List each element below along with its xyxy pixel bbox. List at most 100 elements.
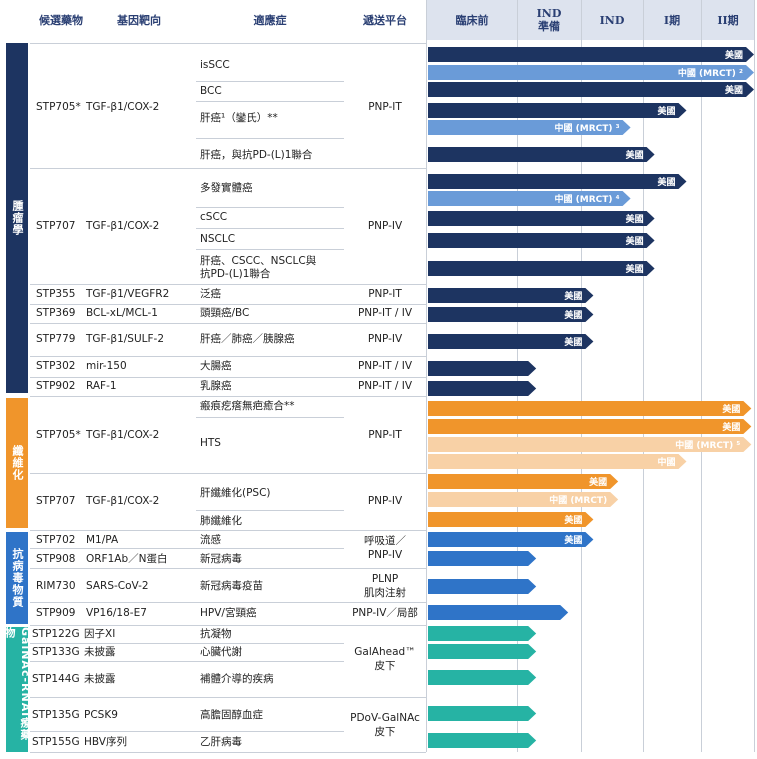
indication-label: HTS [200,437,221,449]
pipeline-bar [428,644,537,659]
pipeline-bar [428,361,537,376]
pipeline-bar [428,174,687,189]
grid-line [754,0,755,752]
delivery-platform: 皮下 [374,726,396,738]
indication-label: 泛癌 [200,288,221,300]
gene-target: TGF-β1/COX-2 [86,429,160,441]
pipeline-bar [428,474,619,489]
row-divider [30,304,426,305]
grid-line [426,0,427,752]
gene-target: M1/PA [86,534,119,546]
delivery-platform: PNP-IT [368,288,402,300]
indication-label: 流感 [200,534,221,546]
indication-label: 乙肝病毒 [200,736,242,748]
category-galnac-label: GalNAc-RNAi療藥物 [3,627,32,741]
pipeline-bar [428,492,619,507]
bar-label: 美國 [626,213,644,225]
pipeline-bar [428,706,537,721]
row-divider [30,43,426,44]
candidate-name: STP122G [32,628,80,640]
grid-line [643,0,644,752]
pipeline-bar [428,532,594,547]
candidate-name: RIM730 [36,580,76,592]
row-divider [30,752,426,753]
phase-header-background [426,0,754,40]
bar-label: 美國 [564,309,582,321]
row-divider [30,323,426,324]
indication-label: 肝纖維化(PSC) [200,487,271,499]
row-divider [30,602,426,603]
row-divider [30,284,426,285]
indication-label: cSCC [200,211,228,223]
gene-target: mir-150 [86,360,127,372]
indication-label: NSCLC [200,233,236,245]
bar-label: 美國 [626,149,644,161]
candidate-name: STP908 [36,553,76,565]
bar-label: 美國 [626,235,644,247]
row-divider [30,697,426,698]
candidate-name: STP369 [36,307,76,319]
pipeline-bar [428,65,754,80]
delivery-platform: 呼吸道／ [364,535,406,547]
pipeline-bar [428,626,537,641]
indication-label: 多發實體癌 [200,182,253,194]
gene-target: SARS-CoV-2 [86,580,149,592]
candidate-name: STP702 [36,534,76,546]
indication-label: 瘢痕疙瘩無疤癒合** [200,400,295,412]
bar-label: 美國 [657,176,675,188]
indication-label: 心臟代謝 [200,646,242,658]
row-divider [30,473,426,474]
row-divider [30,643,344,644]
row-divider [30,661,344,662]
delivery-platform: PNP-IT / IV [357,380,413,392]
bar-label: 美國 [657,105,675,117]
row-divider [196,101,344,102]
bar-label: 美國 [722,403,740,415]
pipeline-bar [428,419,752,434]
pipeline-bar [428,605,569,620]
bar-label: 美國 [564,336,582,348]
row-divider [30,548,344,549]
delivery-platform: 皮下 [374,660,396,672]
pipeline-bar [428,307,594,322]
row-divider [30,731,344,732]
pipeline-bar [428,334,594,349]
pipeline-bar [428,211,655,226]
header-platform: 遞送平台 [363,13,407,27]
row-divider [30,377,426,378]
pipeline-bar [428,288,594,303]
candidate-name: STP779 [36,333,76,345]
bar-label: 美國 [564,534,582,546]
gene-target: BCL-xL/MCL-1 [86,307,158,319]
bar-label: 美國 [722,421,740,433]
row-divider [30,168,426,169]
category-fibrosis-label: 纖維化 [11,445,24,481]
candidate-name: STP155G [32,736,80,748]
gene-target: ORF1Ab／N蛋白 [86,553,168,565]
row-divider [196,207,344,208]
pipeline-bar [428,261,655,276]
header-phase2: II期 [717,13,739,27]
pipeline-bar [428,733,537,748]
pipeline-bar [428,47,754,62]
gene-target: TGF-β1/COX-2 [86,220,160,232]
gene-target: HBV序列 [84,736,127,748]
indication-label: 肝癌，與抗PD-(L)1聯合 [200,149,313,161]
indication-label: 肝癌、CSCC、NSCLC與 [200,255,317,267]
indication-label: BCC [200,85,222,97]
candidate-name: STP135G [32,709,80,721]
header-ind-prep-line2: 準備 [538,20,560,33]
candidate-name: STP144G [32,673,80,685]
candidate-name: STP909 [36,607,76,619]
category-antiviral: 抗病毒物質 [6,532,28,624]
indication-label: 肝癌¹（鑾氏）** [200,112,278,124]
delivery-platform: PNP-IV／局部 [352,607,418,619]
delivery-platform: 肌肉注射 [364,587,406,599]
row-divider [196,249,344,250]
delivery-platform: PNP-IT / IV [357,307,413,319]
row-divider [196,81,344,82]
pipeline-bar [428,103,687,118]
candidate-name: STP705* [36,101,81,113]
gene-target: TGF-β1/VEGFR2 [86,288,170,300]
candidate-name: STP355 [36,288,76,300]
